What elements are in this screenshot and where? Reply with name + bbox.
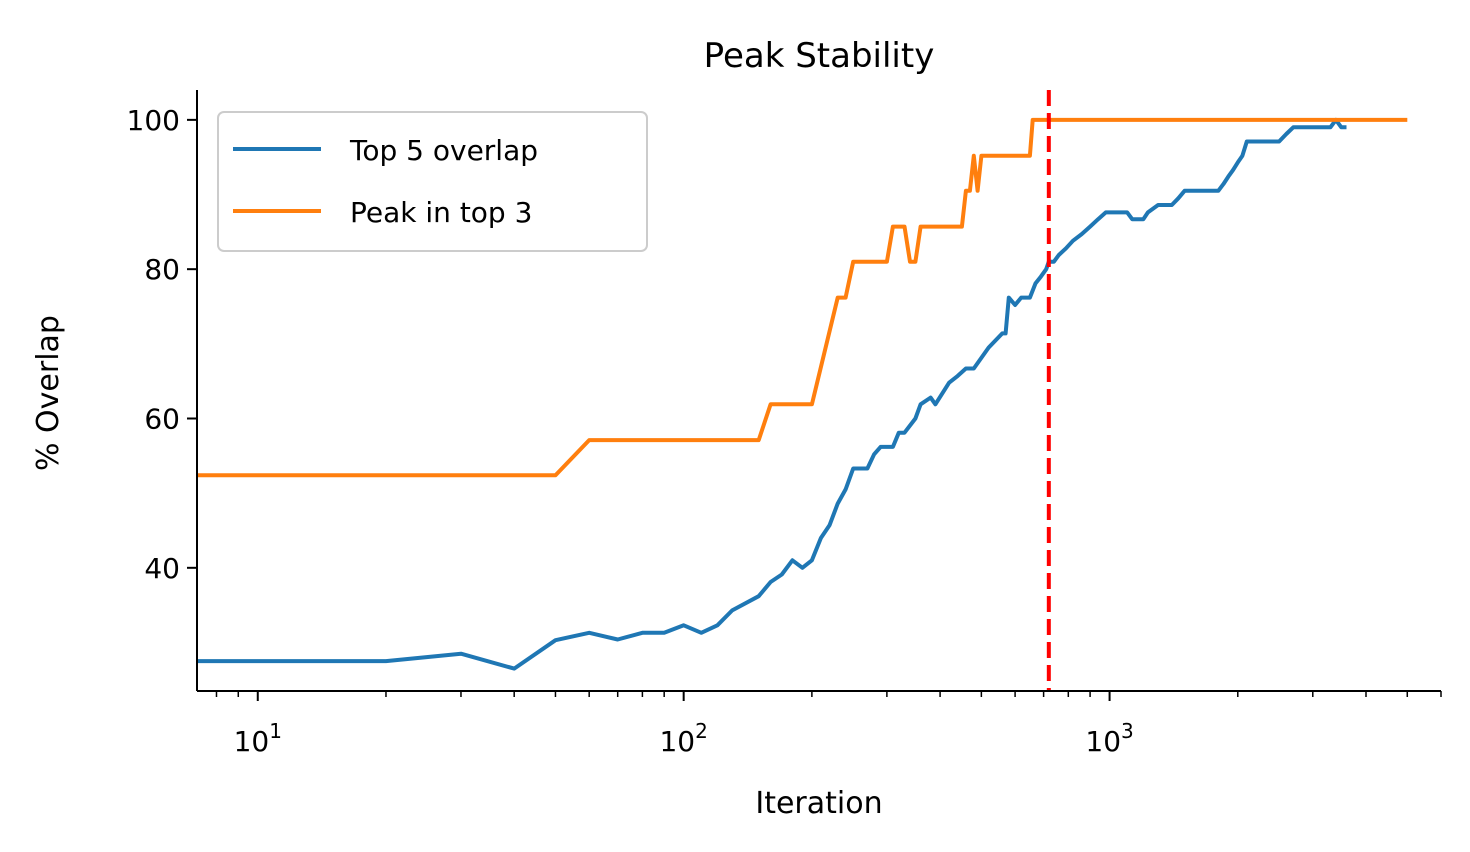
legend-label-top-5-overlap: Top 5 overlap — [349, 134, 538, 167]
y-tick-label: 100 — [127, 104, 180, 137]
series-line-top-5-overlap — [197, 117, 1347, 671]
plot-area — [197, 90, 1408, 691]
y-tick-label: 60 — [144, 402, 180, 435]
y-axis-label: % Overlap — [31, 315, 66, 471]
x-tick-label: 101 — [234, 719, 282, 758]
legend-label-peak-in-top-3: Peak in top 3 — [350, 196, 532, 229]
y-axis-ticks: 40 60 80 100 — [127, 104, 197, 585]
x-tick-label: 102 — [659, 719, 707, 758]
series-layer — [197, 117, 1408, 671]
legend-frame — [217, 111, 648, 252]
series-line-peak-in-top-3 — [197, 117, 1408, 478]
chart-title: Peak Stability — [704, 36, 935, 76]
y-tick-label: 80 — [144, 253, 180, 286]
legend: Top 5 overlap Peak in top 3 — [217, 111, 648, 252]
y-tick-label: 40 — [144, 552, 180, 585]
x-axis-label: Iteration — [755, 786, 882, 821]
x-axis-ticks: 101 102 103 — [215, 691, 1442, 758]
x-tick-label: 103 — [1085, 719, 1133, 758]
